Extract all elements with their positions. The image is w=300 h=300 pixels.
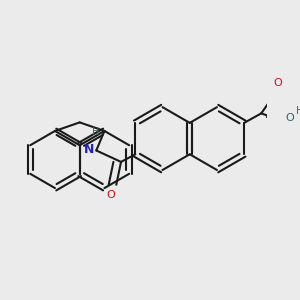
Text: H: H — [92, 127, 99, 137]
Text: O: O — [273, 78, 282, 88]
Text: O: O — [285, 113, 294, 123]
Text: O: O — [106, 190, 115, 200]
Text: N: N — [84, 143, 94, 156]
Text: H: H — [296, 106, 300, 116]
